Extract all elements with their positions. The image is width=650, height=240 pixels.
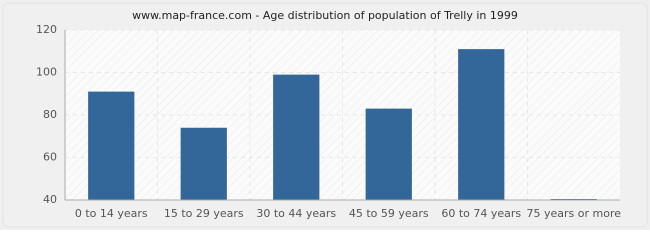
bar xyxy=(365,108,412,200)
x-tick-label: 60 to 74 years xyxy=(441,207,521,220)
bar xyxy=(458,49,505,200)
y-tick-label: 40 xyxy=(43,193,57,206)
x-tick-label: 15 to 29 years xyxy=(164,207,244,220)
y-tick-label: 60 xyxy=(43,151,57,164)
y-tick-label: 80 xyxy=(43,108,57,121)
bar xyxy=(88,91,135,200)
chart: www.map-france.com - Age distribution of… xyxy=(0,0,650,230)
y-tick-label: 120 xyxy=(36,23,57,36)
bar xyxy=(273,74,320,200)
x-tick-label: 0 to 14 years xyxy=(75,207,148,220)
page: {"chart_data": {"type": "bar", "title": … xyxy=(0,0,650,230)
plot-area xyxy=(65,30,620,200)
x-tick-label: 30 to 44 years xyxy=(256,207,336,220)
y-tick-label: 100 xyxy=(36,66,57,79)
x-tick-label: 45 to 59 years xyxy=(349,207,429,220)
chart-title: www.map-france.com - Age distribution of… xyxy=(132,9,518,22)
bar xyxy=(180,127,227,200)
x-tick-label: 75 years or more xyxy=(526,207,621,220)
